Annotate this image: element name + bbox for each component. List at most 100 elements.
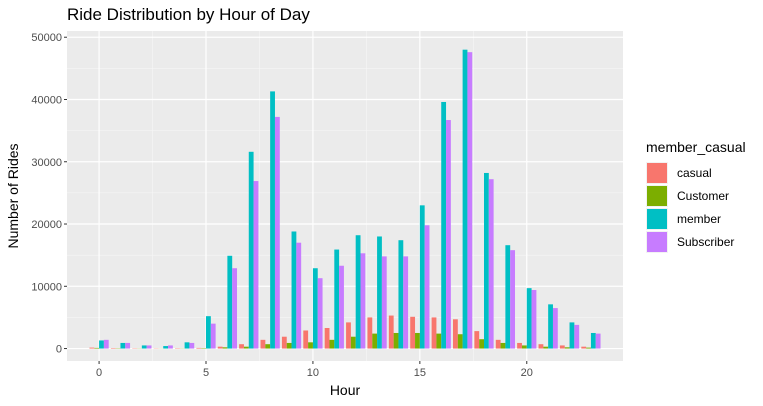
bar-customer-hour-23	[586, 347, 591, 349]
bar-casual-hour-12	[346, 322, 351, 349]
bar-customer-hour-22	[564, 347, 570, 349]
bar-member-hour-22	[569, 322, 575, 349]
bar-member-hour-11	[334, 249, 340, 349]
bar-casual-hour-19	[495, 339, 501, 349]
bar-casual-hour-10	[303, 330, 309, 349]
bar-subscriber-hour-6	[232, 268, 238, 349]
bar-customer-hour-13	[372, 333, 378, 349]
y-tick-label: 20000	[31, 219, 62, 231]
bar-subscriber-hour-20	[531, 290, 537, 349]
bar-subscriber-hour-0	[103, 339, 109, 349]
x-tick-label: 0	[96, 367, 102, 379]
bar-casual-hour-7	[239, 344, 244, 349]
legend-label-subscriber: Subscriber	[677, 235, 734, 249]
bar-subscriber-hour-21	[552, 308, 558, 349]
bar-casual-hour-6	[217, 346, 223, 349]
bar-subscriber-hour-11	[339, 265, 344, 349]
bar-member-hour-23	[590, 332, 596, 349]
bar-customer-hour-7	[243, 346, 249, 349]
bar-member-hour-8	[270, 91, 275, 349]
bar-casual-hour-0	[89, 347, 95, 349]
legend-title: member_casual	[646, 139, 746, 155]
y-tick-label: 0	[56, 344, 62, 356]
bar-subscriber-hour-13	[381, 256, 387, 349]
bar-customer-hour-6	[222, 347, 228, 349]
bar-member-hour-10	[312, 268, 318, 349]
bar-member-hour-4	[184, 342, 190, 349]
x-tick-label: 5	[203, 367, 209, 379]
bar-casual-hour-15	[410, 316, 416, 349]
bar-casual-hour-14	[388, 315, 394, 349]
bar-member-hour-19	[505, 245, 511, 349]
bar-customer-hour-19	[500, 342, 506, 349]
bar-member-hour-2	[141, 345, 147, 349]
bar-member-hour-15	[419, 205, 425, 349]
bar-subscriber-hour-17	[467, 52, 473, 349]
bar-member-hour-9	[291, 231, 297, 349]
bar-subscriber-hour-2	[146, 345, 152, 349]
bar-customer-hour-20	[521, 345, 527, 349]
legend: member_casual casual Customer member Subscr…	[646, 139, 746, 253]
bar-member-hour-3	[163, 346, 169, 349]
y-axis: 0 10000 20000 30000 40000 50000	[31, 32, 67, 356]
bar-subscriber-hour-3	[168, 345, 173, 349]
bar-subscriber-hour-7	[253, 181, 259, 349]
bar-customer-hour-10	[308, 342, 313, 349]
x-tick-label: 10	[307, 367, 319, 379]
bar-casual-hour-20	[517, 342, 522, 349]
bar-customer-hour-14	[393, 332, 399, 349]
bar-subscriber-hour-23	[595, 333, 601, 349]
bar-customer-hour-12	[350, 336, 356, 349]
y-axis-title: Number of Rides	[5, 143, 21, 248]
bars	[89, 49, 601, 349]
x-axis-title: Hour	[330, 382, 361, 398]
bar-casual-hour-11	[324, 328, 330, 349]
bar-member-hour-12	[355, 235, 361, 349]
bar-casual-hour-16	[431, 317, 437, 349]
x-tick-label: 15	[414, 367, 426, 379]
bar-subscriber-hour-16	[446, 120, 451, 349]
legend-key-customer	[647, 186, 667, 206]
bar-casual-hour-9	[281, 336, 287, 349]
bar-casual-hour-8	[260, 339, 266, 349]
legend-label-casual: casual	[677, 166, 712, 180]
bar-member-hour-18	[484, 172, 489, 349]
bar-casual-hour-17	[452, 319, 458, 349]
bar-member-hour-16	[441, 101, 447, 349]
legend-key-casual	[647, 163, 667, 183]
bar-subscriber-hour-9	[296, 242, 302, 349]
bar-member-hour-17	[462, 49, 468, 349]
bar-subscriber-hour-1	[125, 342, 131, 349]
bar-subscriber-hour-5	[210, 323, 216, 349]
bar-customer-hour-9	[286, 342, 292, 349]
legend-key-member	[647, 209, 667, 229]
bar-customer-hour-15	[415, 332, 420, 349]
bar-subscriber-hour-22	[574, 324, 580, 349]
y-tick-label: 10000	[31, 281, 62, 293]
bar-subscriber-hour-19	[510, 250, 516, 349]
bar-casual-hour-22	[559, 345, 565, 349]
bar-subscriber-hour-14	[403, 256, 409, 349]
bar-customer-hour-16	[436, 333, 442, 349]
bar-member-hour-6	[227, 255, 233, 349]
bar-member-hour-5	[206, 316, 211, 349]
bar-casual-hour-23	[581, 346, 587, 349]
bar-member-hour-14	[398, 240, 404, 349]
y-tick-label: 30000	[31, 157, 62, 169]
bar-casual-hour-21	[538, 344, 544, 349]
bar-subscriber-hour-10	[317, 278, 323, 349]
bar-casual-hour-18	[474, 331, 480, 349]
bar-member-hour-7	[248, 151, 254, 349]
bar-customer-hour-18	[479, 339, 484, 349]
plot-panel	[67, 31, 623, 361]
bar-subscriber-hour-12	[360, 253, 366, 349]
bar-casual-hour-5	[196, 347, 202, 349]
bar-customer-hour-21	[543, 346, 549, 349]
bar-member-hour-21	[548, 304, 553, 349]
chart-title: Ride Distribution by Hour of Day	[67, 5, 310, 24]
x-tick-label: 20	[521, 367, 533, 379]
bar-customer-hour-11	[329, 339, 335, 349]
bar-member-hour-0	[99, 340, 104, 349]
y-tick-label: 50000	[31, 32, 62, 44]
